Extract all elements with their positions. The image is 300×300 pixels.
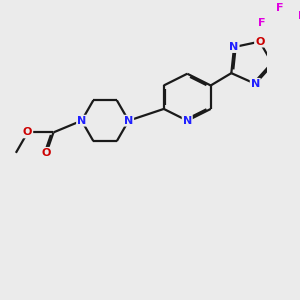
Text: N: N [251, 79, 260, 89]
Text: F: F [276, 3, 284, 13]
Text: O: O [42, 148, 51, 158]
Text: O: O [23, 128, 32, 137]
Text: F: F [298, 11, 300, 21]
Text: F: F [258, 18, 266, 28]
Text: N: N [77, 116, 86, 126]
Text: N: N [183, 116, 192, 126]
Text: O: O [255, 37, 264, 46]
Text: N: N [124, 116, 133, 126]
Text: N: N [230, 42, 239, 52]
